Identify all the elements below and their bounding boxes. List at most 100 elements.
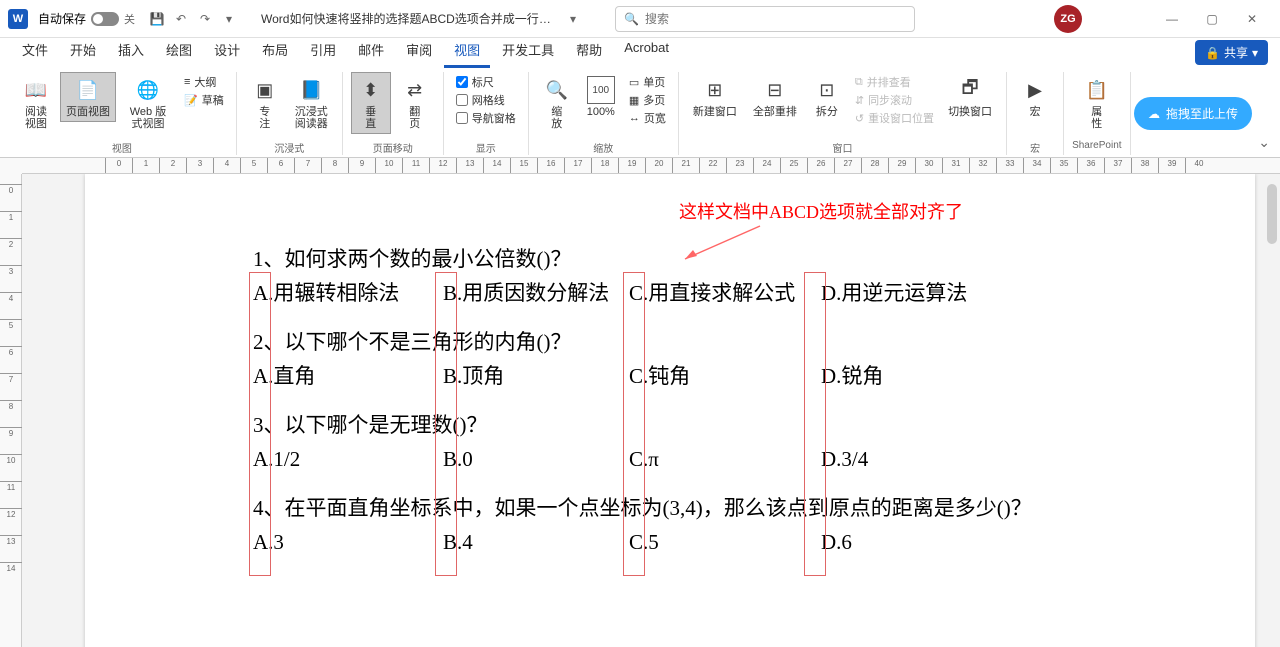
outline-button[interactable]: ≡大纲 <box>184 74 224 90</box>
tab-Acrobat[interactable]: Acrobat <box>614 34 679 68</box>
option-c: C.5 <box>629 527 821 559</box>
minimize-button[interactable]: — <box>1152 0 1192 38</box>
zoom-button[interactable]: 🔍 缩放 <box>537 72 577 134</box>
draft-button[interactable]: 📝草稿 <box>184 92 224 108</box>
maximize-button[interactable]: ▢ <box>1192 0 1232 38</box>
ruler-checkbox[interactable]: 标尺 <box>456 74 516 90</box>
qat-dropdown-icon[interactable]: ▾ <box>217 7 241 31</box>
macro-button[interactable]: ▶ 宏 <box>1015 72 1055 122</box>
read-view-button[interactable]: 📖 阅读视图 <box>16 72 56 134</box>
group-label-sharepoint: SharePoint <box>1072 140 1121 151</box>
immersive-reader-button[interactable]: 📘 沉浸式阅读器 <box>289 72 334 134</box>
autosave-label: 自动保存 <box>38 10 86 27</box>
vertical-ruler[interactable]: 01234567891011121314 <box>0 174 22 647</box>
upload-here-button[interactable]: ☁ 拖拽至此上传 <box>1134 97 1252 130</box>
focus-button[interactable]: ▣ 专注 <box>245 72 285 134</box>
sync-scroll-icon: ⇵ <box>855 94 864 107</box>
group-label-pagemove: 页面移动 <box>373 140 413 155</box>
option-d: D.用逆元运算法 <box>821 278 967 310</box>
options-row: A.1/2B.0C.πD.3/4 <box>253 444 1087 476</box>
questions-content[interactable]: 1、如何求两个数的最小公倍数()？A.用辗转相除法B.用质因数分解法C.用直接求… <box>253 244 1087 558</box>
search-icon: 🔍 <box>624 12 639 26</box>
gridlines-checkbox[interactable]: 网格线 <box>456 92 516 108</box>
option-c: C.用直接求解公式 <box>629 278 821 310</box>
tab-开始[interactable]: 开始 <box>60 34 106 68</box>
switch-window-button[interactable]: 🗗 切换窗口 <box>942 72 998 122</box>
properties-icon: 📋 <box>1083 76 1111 104</box>
page-view-button[interactable]: 📄 页面视图 <box>60 72 116 122</box>
vertical-button[interactable]: ⬍ 垂直 <box>351 72 391 134</box>
autosave-toggle[interactable]: 自动保存 关 <box>38 10 135 27</box>
tab-帮助[interactable]: 帮助 <box>566 34 612 68</box>
tab-设计[interactable]: 设计 <box>204 34 250 68</box>
word-app-icon: W <box>8 9 28 29</box>
collapse-ribbon-button[interactable]: ⌄ <box>1258 134 1270 151</box>
one-page-icon: ▭ <box>629 76 639 89</box>
group-label-macro: 宏 <box>1030 140 1040 155</box>
search-box[interactable]: 🔍 <box>615 6 915 32</box>
tab-引用[interactable]: 引用 <box>300 34 346 68</box>
vertical-scrollbar[interactable] <box>1264 174 1280 647</box>
ribbon-group-zoom: 🔍 缩放 100 100% ▭单页 ▦多页 ↔页宽 缩放 <box>529 72 679 155</box>
group-label-show: 显示 <box>476 140 496 155</box>
cloud-upload-icon: ☁ <box>1148 107 1160 121</box>
properties-button[interactable]: 📋 属性 <box>1077 72 1117 134</box>
one-page-button[interactable]: ▭单页 <box>629 74 666 90</box>
ribbon-group-sharepoint: 📋 属性 SharePoint <box>1064 72 1130 155</box>
user-avatar[interactable]: ZG <box>1054 5 1082 33</box>
option-b: B.4 <box>443 527 629 559</box>
focus-icon: ▣ <box>251 76 279 104</box>
page-width-button[interactable]: ↔页宽 <box>629 110 666 126</box>
annotation-arrow-icon <box>675 224 765 264</box>
question-2: 2、以下哪个不是三角形的内角()？A.直角B.顶角C.钝角D.锐角 <box>253 327 1087 392</box>
outline-icon: ≡ <box>184 76 190 88</box>
toggle-icon[interactable] <box>91 12 119 26</box>
group-label-views: 视图 <box>112 140 132 155</box>
reset-window-pos-button: ↺重设窗口位置 <box>855 110 934 126</box>
tab-审阅[interactable]: 审阅 <box>396 34 442 68</box>
new-window-icon: ⊞ <box>701 76 729 104</box>
multi-page-button[interactable]: ▦多页 <box>629 92 666 108</box>
document-title[interactable]: Word如何快速将竖排的选择题ABCD选项合并成一行显示？.d... <box>261 10 561 27</box>
navpane-checkbox[interactable]: 导航窗格 <box>456 110 516 126</box>
zoom-100-icon: 100 <box>587 76 615 104</box>
page-width-icon: ↔ <box>629 112 640 124</box>
tab-文件[interactable]: 文件 <box>12 34 58 68</box>
options-row: A.3B.4C.5D.6 <box>253 527 1087 559</box>
tab-插入[interactable]: 插入 <box>108 34 154 68</box>
undo-button[interactable]: ↶ <box>169 7 193 31</box>
options-row: A.用辗转相除法B.用质因数分解法C.用直接求解公式D.用逆元运算法 <box>253 278 1087 310</box>
scrollbar-thumb[interactable] <box>1267 184 1277 244</box>
new-window-button[interactable]: ⊞ 新建窗口 <box>687 72 743 122</box>
group-label-zoom: 缩放 <box>593 140 613 155</box>
redo-button[interactable]: ↷ <box>193 7 217 31</box>
page-scroll-container[interactable]: 这样文档中ABCD选项就全部对齐了 1、如何求两个数的最小公倍数()？A.用辗转… <box>22 174 1264 647</box>
share-button[interactable]: 🔒 共享 ▾ <box>1195 40 1268 65</box>
flip-page-button[interactable]: ⇄ 翻页 <box>395 72 435 134</box>
split-icon: ⊡ <box>813 76 841 104</box>
horizontal-ruler[interactable]: 0123456789101112131415161718192021222324… <box>22 158 1280 174</box>
option-b: B.用质因数分解法 <box>443 278 629 310</box>
group-label-window: 窗口 <box>832 140 852 155</box>
tab-邮件[interactable]: 邮件 <box>348 34 394 68</box>
share-icon: 🔒 <box>1205 46 1220 60</box>
arrange-all-button[interactable]: ⊟ 全部重排 <box>747 72 803 122</box>
ribbon: 📖 阅读视图 📄 页面视图 🌐 Web 版式视图 ≡大纲 📝草稿 视图 ▣ 专注 <box>0 68 1280 158</box>
tab-绘图[interactable]: 绘图 <box>156 34 202 68</box>
save-button[interactable]: 💾 <box>145 7 169 31</box>
zoom-100-button[interactable]: 100 100% <box>581 72 621 122</box>
tab-视图[interactable]: 视图 <box>444 34 490 68</box>
title-dropdown-icon[interactable]: ▾ <box>561 7 585 31</box>
tab-布局[interactable]: 布局 <box>252 34 298 68</box>
document-page[interactable]: 这样文档中ABCD选项就全部对齐了 1、如何求两个数的最小公倍数()？A.用辗转… <box>85 174 1255 647</box>
split-button[interactable]: ⊡ 拆分 <box>807 72 847 122</box>
vertical-icon: ⬍ <box>357 76 385 104</box>
web-view-button[interactable]: 🌐 Web 版式视图 <box>120 72 176 134</box>
close-button[interactable]: ✕ <box>1232 0 1272 38</box>
tab-开发工具[interactable]: 开发工具 <box>492 34 564 68</box>
side-by-side-button: ⧉并排查看 <box>855 74 934 90</box>
search-input[interactable] <box>645 12 906 26</box>
ribbon-group-macro: ▶ 宏 宏 <box>1007 72 1064 155</box>
ruler-area: 0123456789101112131415161718192021222324… <box>0 158 1280 174</box>
ribbon-group-window: ⊞ 新建窗口 ⊟ 全部重排 ⊡ 拆分 ⧉并排查看 ⇵同步滚动 ↺重设窗口位置 🗗… <box>679 72 1007 155</box>
